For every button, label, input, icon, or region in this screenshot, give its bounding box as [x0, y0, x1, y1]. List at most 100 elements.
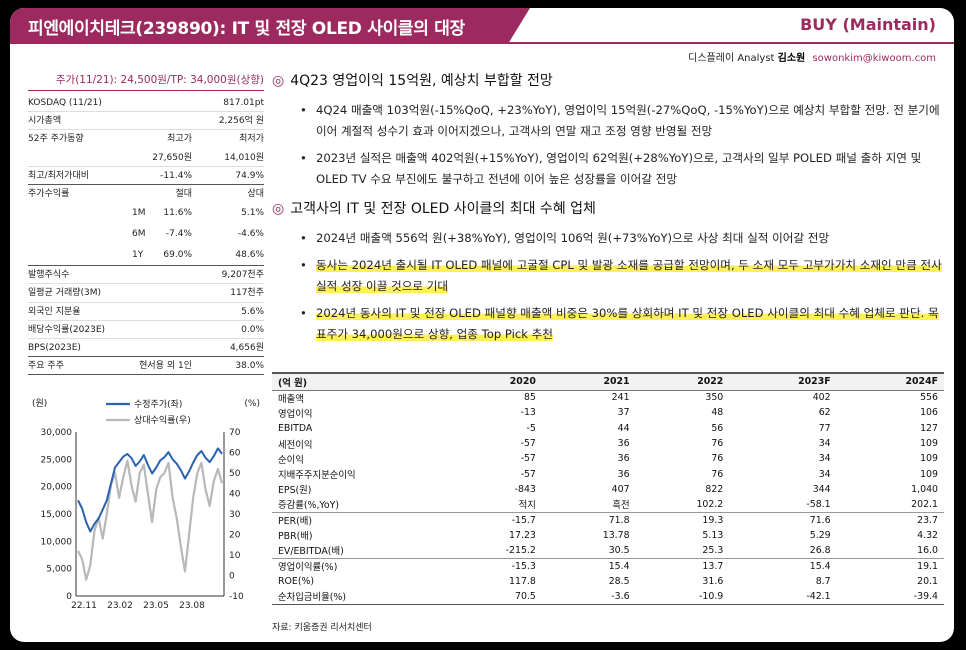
bullet-item-highlighted: 동사는 2024년 출시될 IT OLED 패널에 고굴절 CPL 및 발광 소… [300, 255, 942, 297]
table-row: 매출액 85 241 350 402 556 [272, 390, 944, 405]
analyst-info: 디스플레이 Analyst 김소원 sowonkim@kiwoom.com [688, 49, 936, 64]
rating-badge: BUY (Maintain) [800, 15, 936, 34]
stat-head: 절대 [175, 188, 192, 199]
bullet-item: 2024년 매출액 556억 원(+38%YoY), 영업이익 106억 원(+… [300, 228, 942, 249]
stat-label: KOSDAQ (11/21) [28, 98, 102, 108]
price-chart: (원) (%) 수정주가(좌) 상대수익률(우) 30,000 25,000 20,000 1… [32, 398, 260, 611]
circle-bullet-icon: ◎ [272, 201, 285, 217]
stat-value: 69.0% [163, 250, 192, 261]
report-page: 피엔에이치테크(239890): IT 및 전장 OLED 사이클의 대장 BU… [10, 8, 954, 642]
report-title: 피엔에이치테크(239890): IT 및 전장 OLED 사이클의 대장 [28, 19, 465, 39]
stat-value: 11.6% [163, 208, 192, 219]
row-label: 매출액 [278, 393, 304, 405]
table-cell: 109 [920, 468, 938, 480]
table-cell: 556 [920, 392, 938, 404]
stat-value: 4,656원 [229, 342, 264, 353]
analyst-email[interactable]: sowonkim@kiwoom.com [812, 53, 936, 64]
table-cell: 5.13 [702, 529, 724, 541]
stat-value: -7.4% [165, 229, 192, 240]
table-row: 순차입금비율(%) 70.5 -3.6 -10.9 -42.1 -39.4 [272, 588, 944, 605]
row-label: PER(배) [272, 511, 440, 528]
report-body: ◎ 4Q23 영업이익 15억원, 예상치 부합할 전망 4Q24 매출액 103… [272, 70, 942, 353]
y-left-tick-label: 30,000 [41, 428, 73, 438]
row-label: EPS(원) [278, 485, 312, 497]
table-row: EBITDA -5 44 56 77 127 [272, 421, 944, 436]
stat-value: 117천주 [230, 288, 264, 299]
table-cell: 20.1 [917, 575, 938, 587]
table-cell: -843 [514, 483, 536, 495]
table-row: ROE(%) 117.8 28.5 31.6 8.7 20.1 [272, 574, 944, 589]
stat-row-bps: BPS(2023E) 4,656원 [28, 339, 264, 358]
analyst-name: 김소원 [777, 53, 806, 64]
table-row: 지배주주지분순이익 -57 36 76 34 109 [272, 466, 944, 482]
stat-label: 52주 주가동향 [28, 134, 84, 145]
table-cell: -57 [520, 453, 536, 465]
stat-label: 주가수익률 [28, 188, 70, 199]
stat-row-dividend: 배당수익률(2023E) 0.0% [28, 321, 264, 339]
table-cell: -15.7 [440, 511, 542, 528]
y-right-tick-label: 10 [229, 551, 241, 561]
table-cell: 56 [711, 422, 724, 434]
table-header-cell: (억 원) [272, 372, 440, 391]
table-cell: 62 [818, 407, 831, 419]
row-label: 증감률(%,YoY) [278, 500, 340, 512]
row-label: EV/EBITDA(배) [278, 546, 344, 558]
analyst-prefix: 디스플레이 Analyst [688, 53, 775, 64]
table-cell: -15.3 [440, 557, 542, 574]
stat-row-6m: 6M -7.4% -4.6% [28, 224, 264, 245]
highlight-text: 동사는 2024년 출시될 IT OLED 패널에 고굴절 CPL 및 발광 소… [316, 258, 942, 293]
table-cell: 402 [812, 392, 831, 404]
stat-value: 9,207천주 [221, 270, 264, 281]
table-cell: 77 [818, 422, 831, 434]
x-tick-label: 23.02 [107, 601, 133, 611]
table-cell: 241 [611, 392, 630, 404]
y-left-tick-label: 5,000 [46, 565, 72, 575]
bullet-item: 4Q24 매출액 103억원(-15%QoQ, +23%YoY), 영업이익 1… [300, 100, 942, 142]
stat-value: 5.1% [241, 208, 264, 219]
y-right-tick-label: 0 [229, 572, 235, 582]
section-heading-2: ◎ 고객사의 IT 및 전장 OLED 사이클의 최대 수혜 업체 [272, 198, 942, 218]
table-cell: 127 [920, 422, 938, 434]
stat-row-shares: 발행주식수 9,207천주 [28, 266, 264, 285]
title-rule [10, 42, 954, 44]
table-cell: -10.9 [635, 588, 730, 605]
table-cell: 15.4 [729, 557, 837, 574]
x-tick-label: 22.11 [71, 601, 97, 611]
stat-label: 배당수익률(2023E) [28, 324, 106, 335]
price-target-line: 주가(11/21): 24,500원/TP: 34,000원(상향) [28, 72, 264, 91]
stat-value: 27,650원 [152, 152, 192, 163]
x-tick-label: 23.05 [143, 601, 169, 611]
table-cell: -5 [526, 422, 536, 434]
stat-row-52w-values: 27,650원 14,010원 [28, 149, 264, 167]
table-row: 증감률(%,YoY) 적지 흑전 102.2 -58.1 202.1 [272, 497, 944, 512]
table-cell: 4.32 [917, 529, 938, 541]
stock-stats: KOSDAQ (11/21) 817.01pt 시가총액 2,256억 원 52… [28, 94, 264, 376]
table-cell: -3.6 [541, 588, 636, 605]
stat-value: 74.9% [235, 170, 264, 181]
stat-label: 주요 주주 [28, 361, 64, 372]
table-cell: 76 [711, 438, 724, 450]
section-bullets-1: 4Q24 매출액 103억원(-15%QoQ, +23%YoY), 영업이익 1… [300, 100, 942, 190]
table-cell: 71.8 [541, 511, 636, 528]
stat-row-holder: 주요 주주 현서용 외 1인 38.0% [28, 357, 264, 376]
table-header-cell: 2023F [729, 372, 837, 391]
y-left-tick-label: 0 [66, 592, 72, 602]
table-cell: -39.4 [836, 588, 944, 605]
highlight-text: 2024년 동사의 IT 및 전장 OLED 패널향 매출액 비중은 30%를 … [316, 306, 939, 341]
y-left-tick-label: 10,000 [41, 537, 73, 547]
y-left-tick-label: 15,000 [41, 510, 73, 520]
left-axis-unit: (원) [32, 398, 47, 409]
stat-label: 발행주식수 [28, 270, 70, 281]
table-cell: 28.5 [608, 575, 630, 587]
table-cell: 17.23 [509, 529, 536, 541]
row-label: 세전이익 [278, 439, 313, 451]
section-heading-text: 4Q23 영업이익 15억원, 예상치 부합할 전망 [290, 73, 553, 89]
table-cell: 34 [818, 438, 831, 450]
table-cell: 25.3 [702, 544, 724, 556]
stat-period: 6M [132, 229, 146, 240]
stat-row-kosdaq: KOSDAQ (11/21) 817.01pt [28, 94, 264, 113]
y-right-tick-label: 60 [229, 449, 241, 459]
table-cell: 344 [812, 483, 831, 495]
table-cell: -57 [520, 438, 536, 450]
stat-label: 일평균 거래량(3M) [28, 288, 102, 299]
